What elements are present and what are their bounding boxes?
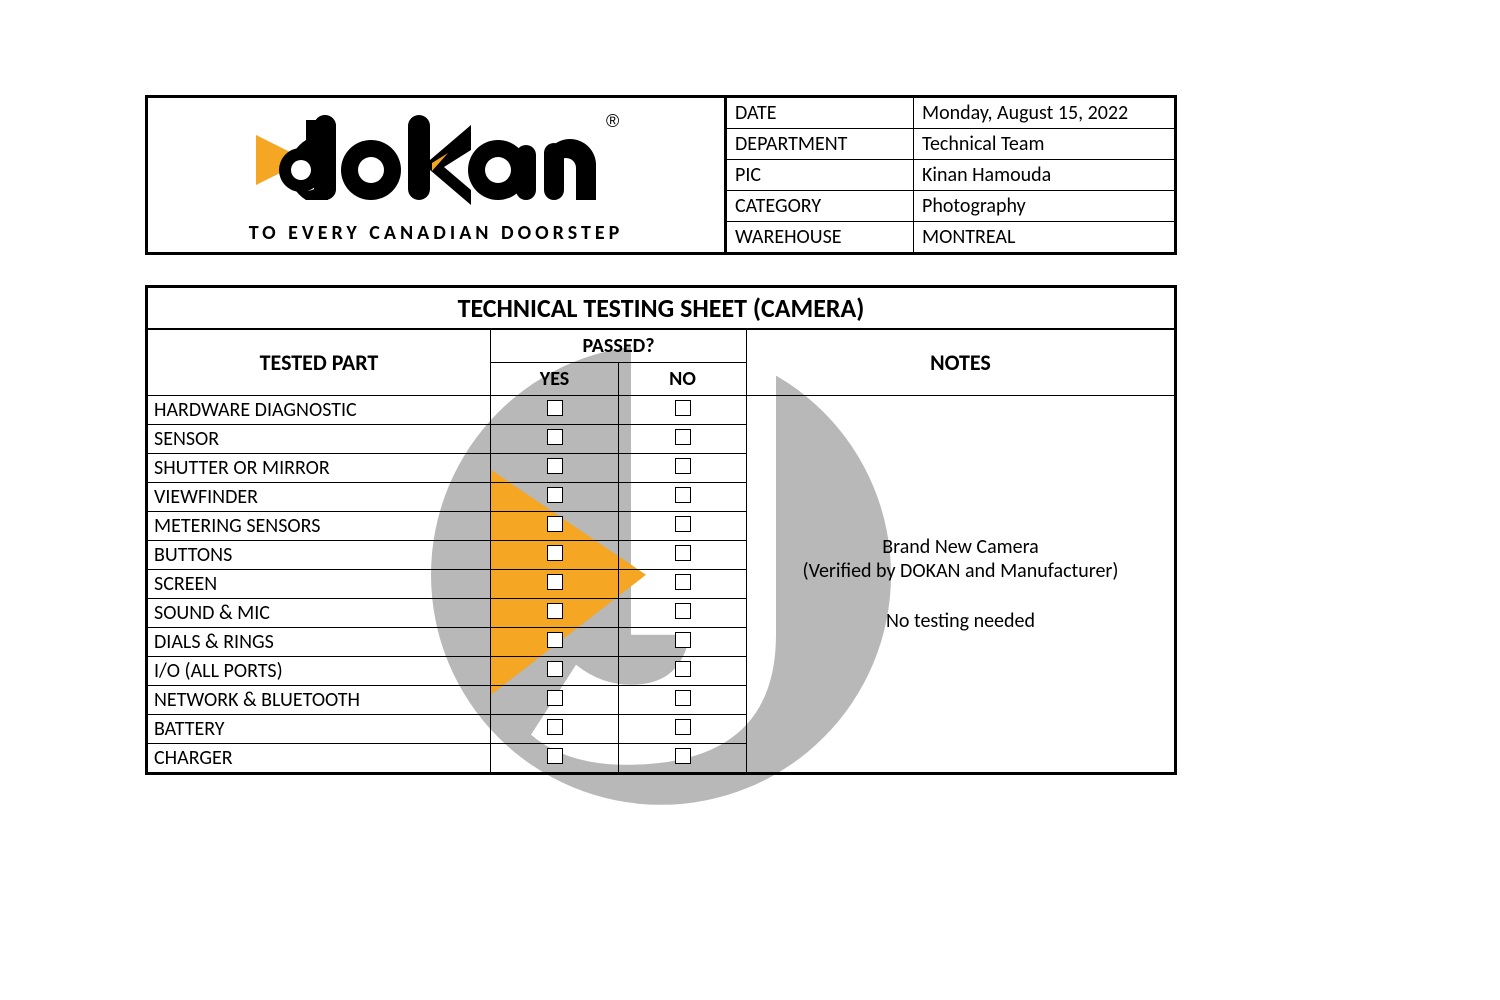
meta-value-date: Monday, August 15, 2022 <box>914 97 1176 129</box>
checkbox-no[interactable] <box>675 516 691 532</box>
checkbox-no[interactable] <box>675 487 691 503</box>
checkbox-no[interactable] <box>675 719 691 735</box>
checkbox-yes[interactable] <box>547 545 563 561</box>
meta-label-category: CATEGORY <box>726 191 914 222</box>
svg-text:®: ® <box>606 111 619 131</box>
logo-cell: ® TO EVERY CANADIAN DOORSTEP <box>147 97 726 254</box>
checkbox-no[interactable] <box>675 661 691 677</box>
passed-yes-cell <box>491 657 619 686</box>
checkbox-yes[interactable] <box>547 632 563 648</box>
meta-label-date: DATE <box>726 97 914 129</box>
logo: ® TO EVERY CANADIAN DOORSTEP <box>236 105 636 245</box>
header-passed: PASSED? <box>491 329 747 363</box>
tested-part-cell: DIALS & RINGS <box>147 628 491 657</box>
passed-yes-cell <box>491 541 619 570</box>
passed-yes-cell <box>491 599 619 628</box>
tested-part-cell: I/O (ALL PORTS) <box>147 657 491 686</box>
passed-no-cell <box>619 744 747 774</box>
passed-no-cell <box>619 483 747 512</box>
tested-part-cell: HARDWARE DIAGNOSTIC <box>147 396 491 425</box>
tested-part-cell: BUTTONS <box>147 541 491 570</box>
table-row: HARDWARE DIAGNOSTICBrand New Camera(Veri… <box>147 396 1176 425</box>
checkbox-yes[interactable] <box>547 516 563 532</box>
testing-sheet-table: TECHNICAL TESTING SHEET (CAMERA) TESTED … <box>145 285 1177 775</box>
checkbox-no[interactable] <box>675 400 691 416</box>
header-yes: YES <box>491 363 619 396</box>
header-tested-part: TESTED PART <box>147 329 491 396</box>
checkbox-no[interactable] <box>675 748 691 764</box>
checkbox-yes[interactable] <box>547 748 563 764</box>
notes-line: No testing needed <box>753 609 1168 633</box>
notes-line: (Verified by DOKAN and Manufacturer) <box>753 559 1168 583</box>
passed-no-cell <box>619 396 747 425</box>
tested-part-cell: CHARGER <box>147 744 491 774</box>
passed-no-cell <box>619 628 747 657</box>
meta-value-pic: Kinan Hamouda <box>914 160 1176 191</box>
logo-tagline: TO EVERY CANADIAN DOORSTEP <box>236 221 636 245</box>
checkbox-no[interactable] <box>675 429 691 445</box>
header-notes: NOTES <box>747 329 1176 396</box>
passed-no-cell <box>619 686 747 715</box>
passed-yes-cell <box>491 686 619 715</box>
checkbox-yes[interactable] <box>547 690 563 706</box>
passed-no-cell <box>619 512 747 541</box>
meta-label-pic: PIC <box>726 160 914 191</box>
passed-yes-cell <box>491 425 619 454</box>
meta-value-warehouse: MONTREAL <box>914 222 1176 254</box>
header-no: NO <box>619 363 747 396</box>
passed-yes-cell <box>491 454 619 483</box>
passed-no-cell <box>619 454 747 483</box>
notes-cell: Brand New Camera(Verified by DOKAN and M… <box>747 396 1176 774</box>
dokan-logo-icon: ® <box>236 105 636 215</box>
meta-value-category: Photography <box>914 191 1176 222</box>
header-table: ® TO EVERY CANADIAN DOORSTEP DATE Monday… <box>145 95 1177 255</box>
notes-line <box>753 583 1168 609</box>
checkbox-no[interactable] <box>675 545 691 561</box>
passed-yes-cell <box>491 396 619 425</box>
tested-part-cell: SENSOR <box>147 425 491 454</box>
checkbox-yes[interactable] <box>547 719 563 735</box>
checkbox-no[interactable] <box>675 690 691 706</box>
checkbox-yes[interactable] <box>547 574 563 590</box>
sheet-title: TECHNICAL TESTING SHEET (CAMERA) <box>147 287 1176 330</box>
passed-yes-cell <box>491 628 619 657</box>
checkbox-no[interactable] <box>675 603 691 619</box>
passed-no-cell <box>619 425 747 454</box>
tested-part-cell: METERING SENSORS <box>147 512 491 541</box>
passed-no-cell <box>619 541 747 570</box>
passed-no-cell <box>619 570 747 599</box>
meta-label-department: DEPARTMENT <box>726 129 914 160</box>
checkbox-no[interactable] <box>675 574 691 590</box>
passed-yes-cell <box>491 715 619 744</box>
checkbox-yes[interactable] <box>547 603 563 619</box>
meta-label-warehouse: WAREHOUSE <box>726 222 914 254</box>
checkbox-yes[interactable] <box>547 661 563 677</box>
passed-no-cell <box>619 715 747 744</box>
passed-yes-cell <box>491 512 619 541</box>
checkbox-yes[interactable] <box>547 400 563 416</box>
passed-yes-cell <box>491 570 619 599</box>
passed-yes-cell <box>491 483 619 512</box>
tested-part-cell: SCREEN <box>147 570 491 599</box>
checkbox-yes[interactable] <box>547 429 563 445</box>
notes-line: Brand New Camera <box>753 535 1168 559</box>
tested-part-cell: VIEWFINDER <box>147 483 491 512</box>
checkbox-no[interactable] <box>675 458 691 474</box>
tested-part-cell: SHUTTER OR MIRROR <box>147 454 491 483</box>
meta-value-department: Technical Team <box>914 129 1176 160</box>
tested-part-cell: NETWORK & BLUETOOTH <box>147 686 491 715</box>
passed-no-cell <box>619 657 747 686</box>
passed-yes-cell <box>491 744 619 774</box>
checkbox-no[interactable] <box>675 632 691 648</box>
checkbox-yes[interactable] <box>547 458 563 474</box>
passed-no-cell <box>619 599 747 628</box>
tested-part-cell: SOUND & MIC <box>147 599 491 628</box>
tested-part-cell: BATTERY <box>147 715 491 744</box>
checkbox-yes[interactable] <box>547 487 563 503</box>
